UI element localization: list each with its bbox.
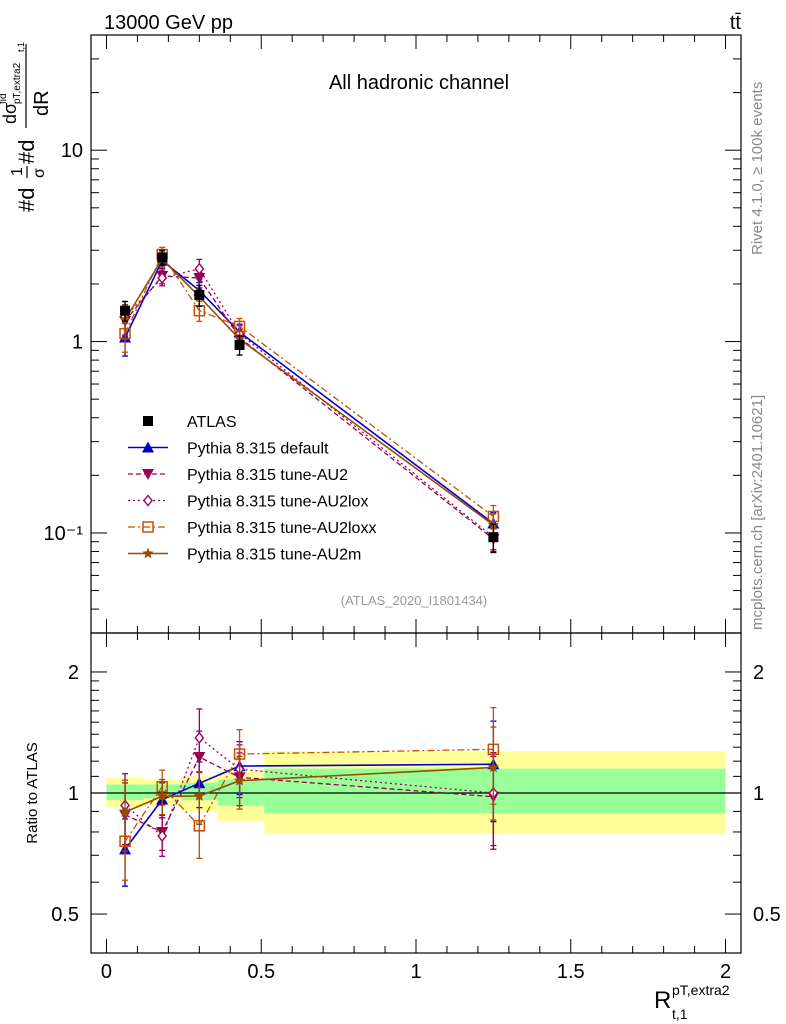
legend-atlas-marker — [143, 416, 153, 426]
y-tick-label-main: 1 — [72, 332, 83, 354]
y-tick-label-ratio-right: 1 — [753, 783, 764, 805]
legend-marker-4 — [142, 547, 154, 559]
ratio-4-point-2 — [193, 790, 205, 801]
series-line-4 — [124, 257, 494, 526]
x-tick-label: 1.5 — [557, 961, 585, 983]
x-tick-label: 0 — [101, 961, 112, 983]
series-line-1 — [124, 275, 494, 540]
analysis-label: (ATLAS_2020_I1801434) — [341, 593, 487, 608]
atlas-point-3 — [234, 339, 245, 350]
energy-label: 13000 GeV pp — [104, 12, 233, 34]
legend-label-4: Pythia 8.315 tune-AU2m — [187, 547, 361, 564]
rivet-version-label: Rivet 4.1.0, ≥ 100k events — [749, 82, 766, 255]
legend-label-1: Pythia 8.315 tune-AU2 — [187, 467, 348, 484]
svg-text:σ: σ — [31, 168, 48, 178]
ratio-4-point-4 — [487, 761, 500, 773]
svg-text:dσ: dσ — [0, 103, 20, 124]
x-axis-label: R pT,extra2 t,1 — [654, 982, 730, 1022]
x-tick-label: 2 — [720, 961, 731, 983]
process-label: tt̄ — [730, 12, 742, 34]
svg-text:fid: fid — [0, 93, 9, 104]
svg-text:t,1: t,1 — [672, 1006, 688, 1022]
y-tick-label-main: 10 — [61, 140, 83, 162]
legend-marker-3 — [142, 521, 154, 533]
axis-ticks: 0 0.5 1 1.5 2 10⁻¹ 1 10 0.5 0.5 1 1 2 2 — [44, 34, 781, 983]
svg-text:t,1: t,1 — [16, 42, 26, 52]
svg-text:#d: #d — [14, 188, 39, 212]
x-tick-label: 1 — [410, 961, 421, 983]
legend-label-0: Pythia 8.315 default — [187, 441, 329, 458]
legend-label-2: Pythia 8.315 tune-AU2lox — [187, 494, 368, 511]
atlas-point-1 — [157, 252, 168, 263]
atlas-point-0 — [120, 305, 131, 316]
legend-atlas-label: ATLAS — [187, 414, 237, 431]
legend-marker-0 — [142, 441, 154, 453]
legend-marker-2 — [143, 494, 153, 507]
series-2-point-2 — [194, 262, 205, 275]
main-panel-frame — [90, 34, 742, 634]
ratio-4-point-3 — [233, 774, 246, 786]
ratio-y-axis-label: Ratio to ATLAS — [24, 742, 41, 843]
ratio-4-point-1 — [156, 790, 168, 802]
y-tick-label-ratio: 1 — [68, 783, 79, 805]
main-panel-marks — [119, 246, 500, 554]
ratio-2-point-2 — [194, 731, 205, 744]
legend: ATLAS Pythia 8.315 default Pythia 8.315 tu… — [128, 414, 376, 564]
svg-text:1: 1 — [9, 167, 26, 176]
mcplots-label: mcplots.cern.ch [arXiv:2401.10621] — [749, 395, 766, 630]
ratio-line-3 — [124, 748, 494, 842]
svg-text:#d: #d — [14, 140, 39, 164]
main-y-axis-label: #d 1 σ #d dσ fid pT,extra2 t,1 dR — [0, 42, 53, 212]
ratio-4-point-0 — [119, 806, 131, 817]
y-tick-label-ratio: 0.5 — [51, 904, 79, 926]
legend-marker-1 — [142, 469, 154, 480]
channel-title: All hadronic channel — [329, 72, 509, 94]
y-tick-label-ratio-right: 2 — [753, 662, 764, 684]
legend-label-3: Pythia 8.315 tune-AU2loxx — [187, 520, 376, 537]
y-tick-label-main: 10⁻¹ — [44, 523, 84, 545]
ratio-panel-marks — [119, 706, 500, 887]
ratio-2-point-1 — [157, 829, 168, 843]
svg-text:pT,extra2: pT,extra2 — [12, 62, 23, 104]
y-tick-label-ratio: 2 — [68, 662, 79, 684]
svg-text:dR: dR — [31, 90, 53, 116]
svg-text:pT,extra2: pT,extra2 — [672, 982, 730, 998]
series-2-point-1 — [157, 271, 168, 285]
x-tick-label: 0.5 — [247, 961, 275, 983]
svg-text:R: R — [654, 987, 671, 1014]
atlas-point-2 — [194, 290, 205, 301]
atlas-point-4 — [488, 532, 499, 543]
y-tick-label-ratio-right: 0.5 — [753, 904, 781, 926]
